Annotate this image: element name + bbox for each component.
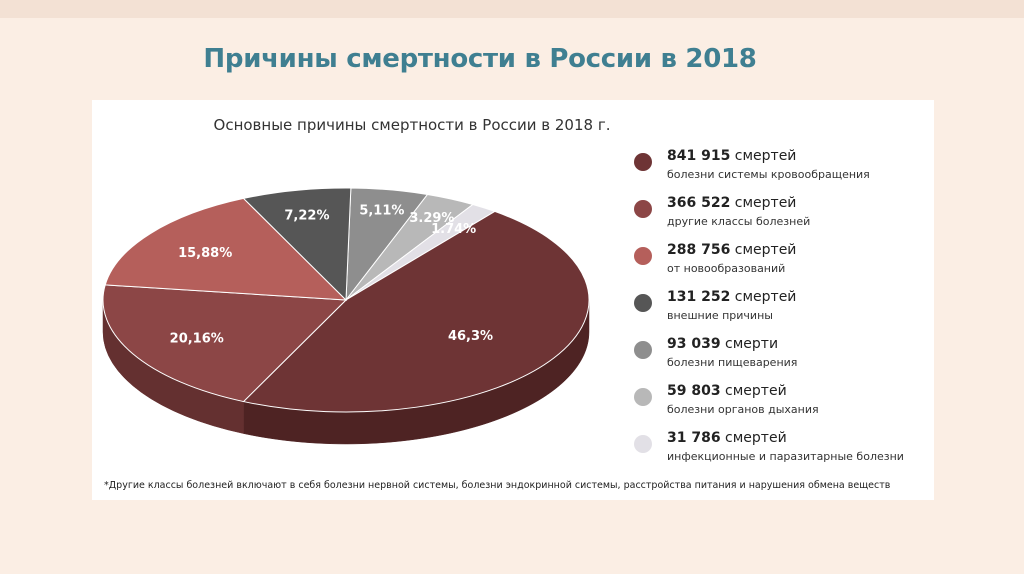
pie-chart: 5,11% 3.29%1.74% 46,3% 20,16% 15,88% 7,22% (102, 187, 590, 445)
top-band (0, 0, 1024, 18)
pie-slice-1 (102, 284, 348, 403)
legend-count-unit: смертей (720, 383, 787, 399)
legend-item: 59 803 смертей болезни органов дыхания (634, 383, 934, 430)
legend-item: 131 252 смертей внешние причины (634, 289, 934, 336)
pie-label-1: 20,16% (170, 332, 224, 347)
legend-swatch (634, 341, 652, 359)
legend-label: инфекционные и паразитарные болезни (667, 450, 904, 463)
legend-label: внешние причины (667, 309, 773, 322)
legend-swatch (634, 153, 652, 171)
legend-count-unit: смертей (730, 195, 797, 211)
legend-count-unit: смертей (720, 430, 787, 446)
legend-count-value: 841 915 (667, 148, 731, 164)
legend-count-unit: смертей (730, 242, 797, 258)
legend-label: болезни пищеварения (667, 356, 798, 369)
legend-label: болезни органов дыхания (667, 403, 819, 416)
legend-item: 93 039 смерти болезни пищеварения (634, 336, 934, 383)
pie-label-5: 3.29% (409, 211, 454, 226)
legend: 841 915 смертей болезни системы кровообра… (634, 148, 934, 477)
legend-count-value: 366 522 (667, 195, 731, 211)
legend-label: от новообразований (667, 262, 786, 275)
legend-count-unit: смертей (730, 289, 797, 305)
legend-count: 93 039 смерти (667, 336, 778, 352)
legend-count: 131 252 смертей (667, 289, 796, 305)
chart-title: Основные причины смертности в России в 2… (213, 116, 611, 134)
legend-count-value: 31 786 (667, 430, 721, 446)
legend-count: 366 522 смертей (667, 195, 796, 211)
legend-count-value: 288 756 (667, 242, 731, 258)
legend-item: 841 915 смертей болезни системы кровообра… (634, 148, 934, 195)
legend-count-unit: смертей (730, 148, 797, 164)
legend-count-value: 131 252 (667, 289, 731, 305)
pie-label-3: 7,22% (284, 209, 329, 224)
legend-swatch (634, 200, 652, 218)
chart-card: Основные причины смертности в России в 2… (92, 100, 934, 500)
legend-count: 31 786 смертей (667, 430, 787, 446)
pie-label-2: 15,88% (178, 246, 232, 261)
legend-count: 59 803 смертей (667, 383, 787, 399)
pie-slice-2 (104, 197, 348, 301)
pie-slice-3 (242, 187, 352, 302)
legend-count-value: 93 039 (667, 336, 721, 352)
pie-label-0: 46,3% (448, 329, 493, 344)
legend-swatch (634, 294, 652, 312)
legend-swatch (634, 388, 652, 406)
legend-label: другие классы болезней (667, 215, 811, 228)
legend-count: 288 756 смертей (667, 242, 796, 258)
legend-count-value: 59 803 (667, 383, 721, 399)
legend-swatch (634, 435, 652, 453)
legend-count: 841 915 смертей (667, 148, 796, 164)
legend-item: 366 522 смертей другие классы болезней (634, 195, 934, 242)
footnote: *Другие классы болезней включают в себя … (104, 480, 891, 491)
legend-label: болезни системы кровообращения (667, 168, 870, 181)
legend-item: 31 786 смертей инфекционные и паразитарны… (634, 430, 934, 477)
pie-slice-0 (242, 210, 590, 413)
pie-label-6: 1.74% (431, 222, 476, 237)
pie-label-4: 5,11% (359, 204, 404, 219)
legend-item: 288 756 смертей от новообразований (634, 242, 934, 289)
slide-title: Причины смертности в России в 2018 (203, 44, 757, 74)
legend-swatch (634, 247, 652, 265)
legend-count-unit: смерти (720, 336, 779, 352)
